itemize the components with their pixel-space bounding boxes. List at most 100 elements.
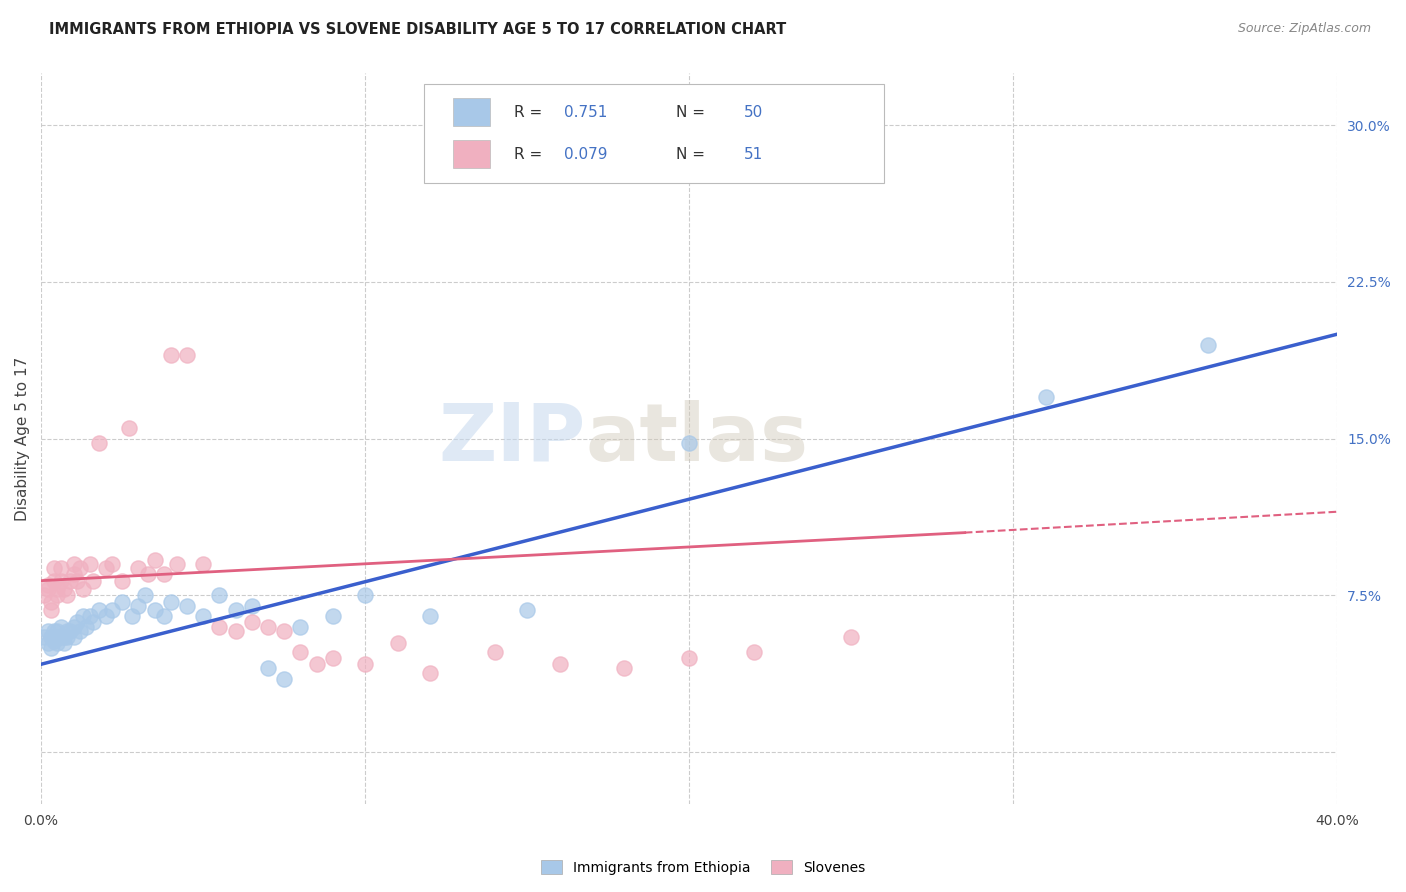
Point: [42, 634, 65, 648]
Point: [1197, 337, 1219, 351]
Point: [305, 657, 328, 672]
Text: 0.079: 0.079: [564, 147, 607, 161]
Bar: [453, 98, 489, 126]
Text: 0.751: 0.751: [564, 104, 607, 120]
Point: [387, 636, 409, 650]
Text: R =: R =: [515, 104, 547, 120]
Point: [69, 561, 91, 575]
Point: [166, 557, 188, 571]
Point: [153, 609, 176, 624]
Point: [52, 582, 75, 596]
Legend: Immigrants from Ethiopia, Slovenes: Immigrants from Ethiopia, Slovenes: [536, 855, 870, 880]
Point: [39, 594, 62, 608]
Point: [839, 630, 862, 644]
Point: [1035, 390, 1057, 404]
Point: [46, 582, 69, 596]
Point: [419, 609, 441, 624]
Point: [82, 574, 104, 588]
Point: [39, 630, 62, 644]
Point: [94, 609, 117, 624]
Point: [49, 561, 72, 575]
Point: [66, 615, 89, 630]
Text: 51: 51: [744, 147, 763, 161]
Point: [143, 553, 166, 567]
Point: [111, 594, 134, 608]
Text: atlas: atlas: [585, 400, 808, 477]
FancyBboxPatch shape: [423, 84, 884, 183]
Point: [66, 574, 89, 588]
Point: [101, 603, 124, 617]
Point: [419, 665, 441, 680]
Point: [273, 672, 295, 686]
Point: [176, 599, 198, 613]
Point: [42, 624, 65, 638]
Point: [121, 609, 143, 624]
Point: [89, 435, 111, 450]
Point: [176, 348, 198, 362]
Point: [62, 557, 84, 571]
Point: [678, 435, 700, 450]
Bar: [453, 140, 489, 169]
Point: [89, 603, 111, 617]
Point: [290, 645, 312, 659]
Point: [143, 603, 166, 617]
Point: [37, 578, 59, 592]
Point: [322, 609, 344, 624]
Point: [613, 661, 636, 675]
Point: [46, 588, 69, 602]
Point: [127, 599, 149, 613]
Point: [42, 561, 65, 575]
Point: [742, 645, 765, 659]
Point: [69, 624, 91, 638]
Point: [111, 574, 134, 588]
Point: [37, 582, 59, 596]
Point: [548, 657, 571, 672]
Point: [516, 603, 538, 617]
Point: [354, 657, 377, 672]
Point: [225, 624, 247, 638]
Point: [240, 599, 263, 613]
Point: [127, 561, 149, 575]
Point: [484, 645, 506, 659]
Point: [191, 609, 214, 624]
Point: [34, 588, 56, 602]
Point: [79, 609, 101, 624]
Y-axis label: Disability Age 5 to 17: Disability Age 5 to 17: [15, 357, 30, 521]
Point: [62, 620, 84, 634]
Point: [46, 636, 69, 650]
Point: [59, 574, 82, 588]
Point: [76, 620, 98, 634]
Point: [240, 615, 263, 630]
Point: [59, 624, 82, 638]
Point: [678, 651, 700, 665]
Point: [39, 603, 62, 617]
Point: [49, 574, 72, 588]
Point: [136, 567, 159, 582]
Point: [72, 582, 94, 596]
Point: [94, 561, 117, 575]
Point: [153, 567, 176, 582]
Text: N =: N =: [676, 147, 706, 161]
Point: [117, 421, 139, 435]
Point: [37, 624, 59, 638]
Point: [191, 557, 214, 571]
Point: [257, 661, 280, 675]
Point: [39, 640, 62, 655]
Point: [101, 557, 124, 571]
Text: R =: R =: [515, 147, 547, 161]
Point: [134, 588, 156, 602]
Point: [37, 636, 59, 650]
Point: [42, 574, 65, 588]
Text: N =: N =: [676, 104, 706, 120]
Point: [46, 630, 69, 644]
Point: [34, 630, 56, 644]
Point: [159, 594, 181, 608]
Point: [56, 624, 79, 638]
Point: [208, 620, 231, 634]
Point: [290, 620, 312, 634]
Point: [52, 630, 75, 644]
Point: [273, 624, 295, 638]
Point: [49, 620, 72, 634]
Point: [208, 588, 231, 602]
Point: [322, 651, 344, 665]
